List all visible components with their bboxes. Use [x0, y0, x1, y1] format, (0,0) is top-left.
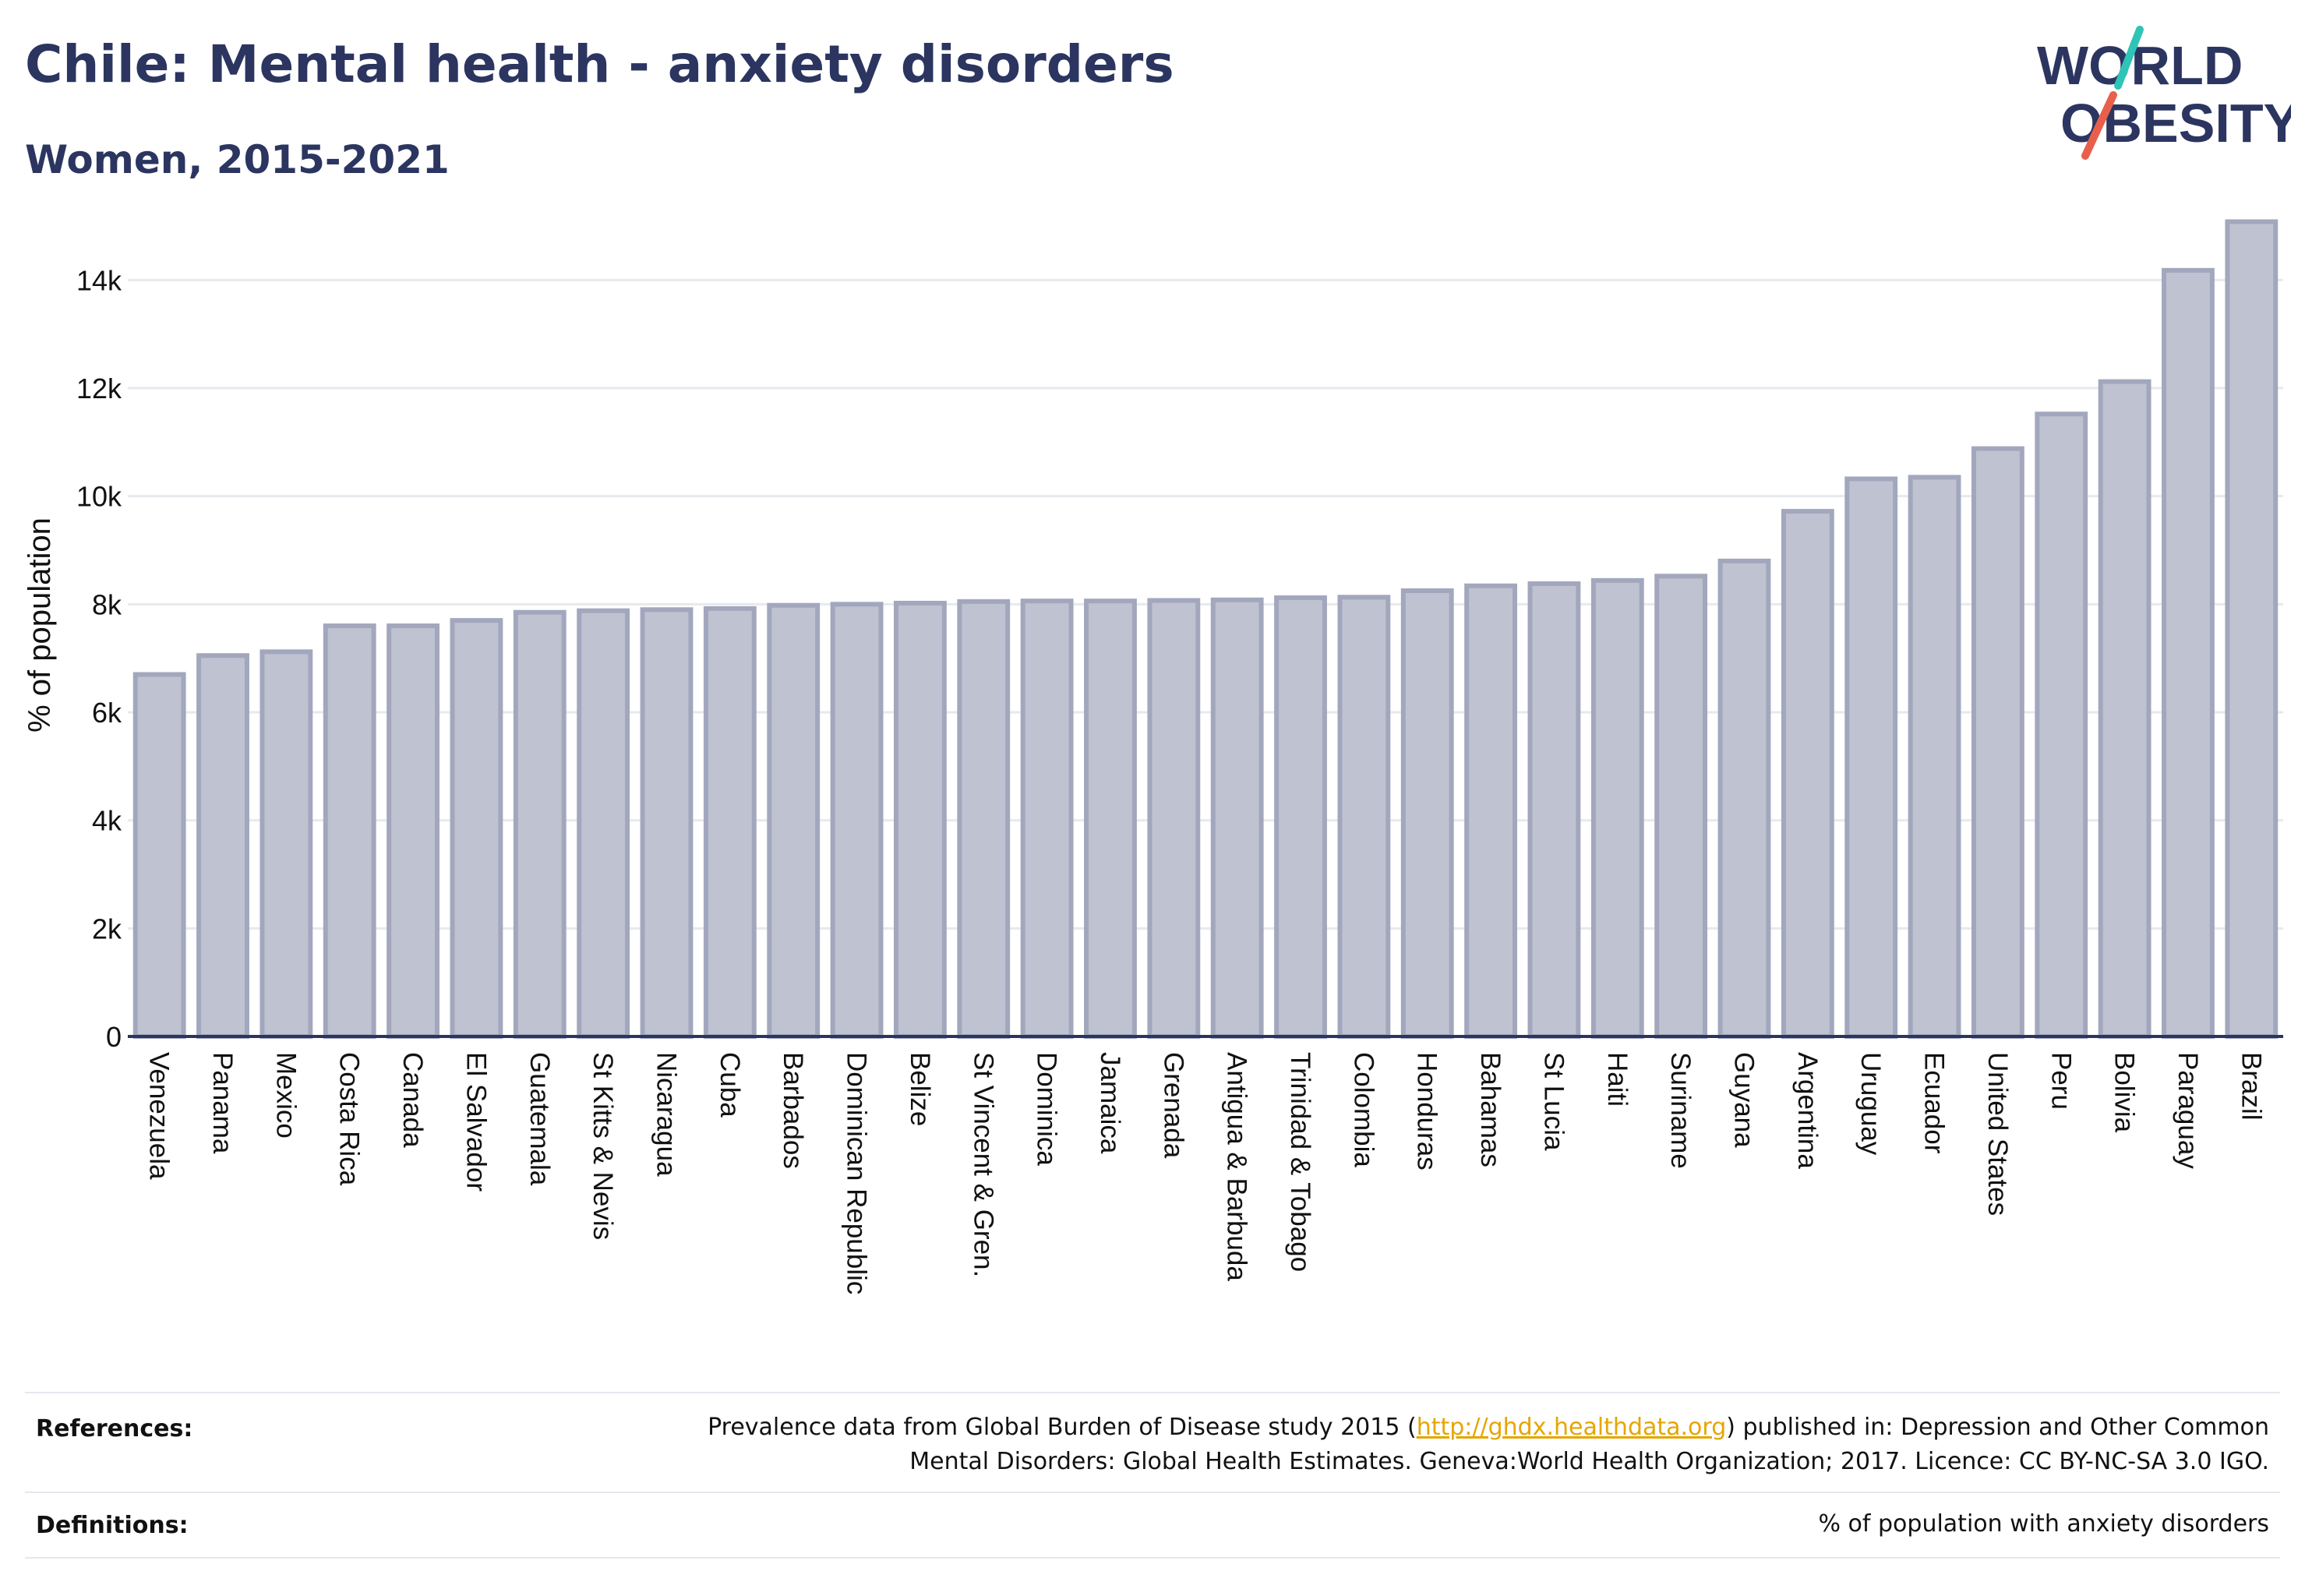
x-tick-label: Grenada — [1158, 1052, 1188, 1159]
bar — [2225, 219, 2279, 1039]
bar — [1400, 588, 1454, 1039]
chart-title: Chile: Mental health - anxiety disorders — [25, 34, 1174, 94]
x-tick-label: United States — [1982, 1052, 2013, 1216]
x-tick-label: Paraguay — [2173, 1052, 2203, 1169]
y-tick-label: 4k — [92, 805, 122, 837]
bar — [1084, 598, 1137, 1039]
x-tick-label: Costa Rica — [334, 1052, 365, 1186]
bar — [450, 618, 503, 1039]
y-tick-label: 6k — [92, 697, 122, 729]
bar — [1337, 595, 1391, 1039]
references-row: References: Prevalence data from Global … — [25, 1392, 2280, 1493]
y-tick-label: 12k — [76, 373, 122, 404]
x-tick-label: Colombia — [1348, 1052, 1378, 1167]
x-tick-labels: Venezuela Panama Mexico Costa Rica Canada El … — [144, 1052, 2267, 1294]
bar — [1717, 558, 1771, 1039]
bar — [2162, 267, 2215, 1039]
definitions-text: % of population with anxiety disorders — [1818, 1510, 2269, 1538]
bar — [1590, 577, 1644, 1039]
x-tick-label: Belize — [905, 1052, 935, 1126]
world-obesity-logo: WORLD OBESITY — [2037, 26, 2291, 160]
x-tick-label: Bolivia — [2109, 1052, 2140, 1133]
x-tick-label: Brazil — [2236, 1052, 2266, 1121]
x-tick-label: Canada — [397, 1052, 428, 1148]
x-tick-label: Suriname — [1665, 1052, 1696, 1169]
x-tick-label: Bahamas — [1475, 1052, 1505, 1167]
references-line2: Mental Disorders: Global Health Estimate… — [909, 1448, 2269, 1475]
x-tick-label: St Kitts & Nevis — [588, 1052, 618, 1240]
x-tick-label: Jamaica — [1095, 1052, 1125, 1154]
references-text: Prevalence data from Global Burden of Di… — [708, 1411, 2269, 1479]
bar — [957, 598, 1011, 1039]
x-tick-label: Nicaragua — [651, 1052, 682, 1177]
bar — [640, 607, 694, 1039]
y-tick-label: 14k — [76, 264, 122, 296]
x-tick-label: Guyana — [1729, 1052, 1760, 1148]
chart-subtitle: Women, 2015-2021 — [25, 137, 450, 182]
x-tick-label: St Vincent & Gren. — [968, 1052, 998, 1277]
y-tick-label: 10k — [76, 481, 122, 513]
bar — [1274, 595, 1327, 1039]
bar — [259, 649, 313, 1039]
bar — [1908, 475, 1961, 1039]
x-tick-label: Panama — [207, 1052, 238, 1154]
logo-text-world: WORLD — [2037, 35, 2243, 96]
bar — [703, 606, 757, 1039]
bar — [1527, 581, 1581, 1039]
y-tick-label: 8k — [92, 588, 122, 620]
references-link[interactable]: http://ghdx.healthdata.org — [1416, 1414, 1727, 1441]
references-line1-pre: Prevalence data from Global Burden of Di… — [708, 1414, 1417, 1441]
x-tick-label: Venezuela — [144, 1052, 175, 1180]
logo-slash-teal — [2114, 26, 2144, 90]
bar — [1844, 476, 1898, 1039]
x-tick-label: St Lucia — [1538, 1052, 1569, 1151]
bar — [1210, 597, 1264, 1039]
x-tick-label: Uruguay — [1855, 1052, 1886, 1156]
x-tick-label: El Salvador — [461, 1052, 491, 1192]
x-tick-label: Ecuador — [1919, 1052, 1950, 1154]
x-tick-label: Dominican Republic — [842, 1052, 872, 1294]
bar — [1464, 583, 1518, 1039]
bar-chart: 0 2k 4k 6k 8k 10k 12k 14k Venezuela Panama Mexico… — [23, 219, 2283, 1294]
bar — [323, 623, 376, 1039]
x-tick-label: Argentina — [1792, 1052, 1823, 1169]
bar — [577, 608, 630, 1039]
bar — [513, 609, 567, 1039]
x-tick-label: Cuba — [715, 1052, 745, 1118]
bar — [1781, 509, 1834, 1039]
bar — [1971, 446, 2024, 1039]
x-tick-label: Mexico — [270, 1052, 301, 1139]
bar — [132, 672, 186, 1039]
references-line1-post: ) published in: Depression and Other Com… — [1726, 1414, 2269, 1441]
logo-slash-red — [2081, 91, 2117, 160]
x-tick-label: Guatemala — [524, 1052, 555, 1186]
y-tick-label: 0 — [106, 1021, 122, 1053]
x-tick-label: Honduras — [1412, 1052, 1442, 1171]
definitions-row: Definitions: % of population with anxiet… — [25, 1492, 2280, 1559]
x-tick-label: Dominica — [1032, 1052, 1062, 1166]
x-tick-label: Peru — [2046, 1052, 2076, 1110]
bar — [893, 600, 947, 1039]
bar — [830, 602, 884, 1039]
bar — [196, 653, 249, 1039]
x-tick-label: Haiti — [1602, 1052, 1633, 1107]
bar — [2035, 411, 2088, 1039]
y-axis-label: % of population — [23, 517, 57, 733]
bar — [2098, 379, 2151, 1039]
x-tick-label: Antigua & Barbuda — [1222, 1052, 1252, 1281]
bar — [767, 602, 821, 1039]
references-label: References: — [36, 1415, 193, 1442]
x-tick-label: Barbados — [778, 1052, 808, 1169]
bar — [1654, 574, 1708, 1039]
bars-layer — [132, 219, 2279, 1039]
y-tick-label: 2k — [92, 913, 122, 945]
bar — [1020, 598, 1074, 1039]
x-tick-label: Trinidad & Tobago — [1285, 1052, 1315, 1272]
bar — [1147, 598, 1201, 1039]
definitions-label: Definitions: — [36, 1512, 189, 1539]
bar — [387, 623, 440, 1039]
y-tick-labels: 0 2k 4k 6k 8k 10k 12k 14k — [76, 264, 122, 1053]
